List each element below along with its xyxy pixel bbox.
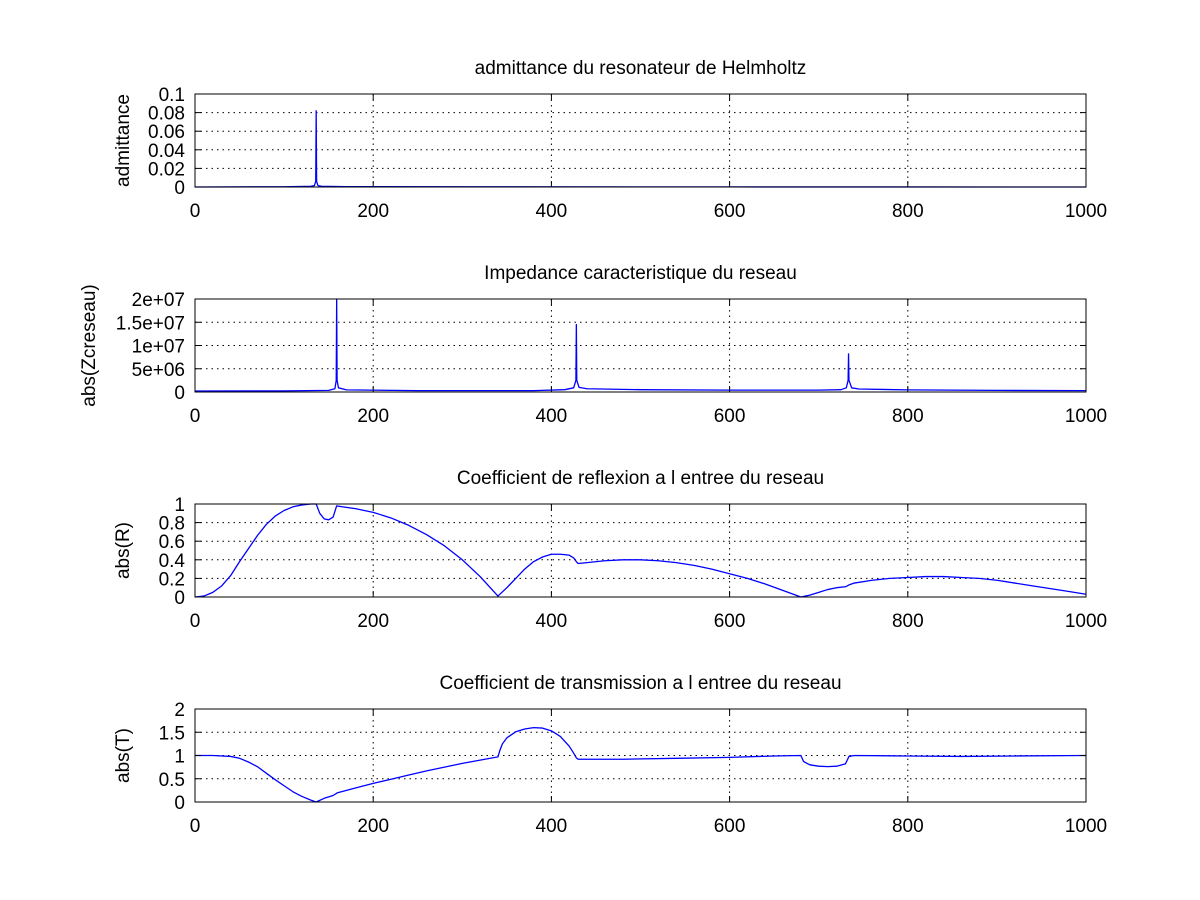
x-tick-label: 1000 — [1065, 406, 1107, 427]
y-axis-label: abs(Zcreseau) — [79, 284, 100, 407]
x-tick-label: 1000 — [1065, 816, 1107, 837]
x-tick-label: 1000 — [1065, 611, 1107, 632]
y-tick-label: 0.4 — [159, 551, 186, 572]
y-tick-label: 5e+06 — [132, 360, 185, 381]
y-tick-label: 1 — [174, 495, 185, 516]
y-tick-label: 0.6 — [159, 532, 185, 553]
subplots: 0 200 400 600 800 100000.020.040.060.080.1adm… — [79, 58, 1107, 837]
y-tick-label: 2 — [174, 700, 185, 721]
series-line — [195, 726, 1087, 803]
series-line — [194, 503, 1087, 598]
subplot-title: Coefficient de reflexion a l entree du r… — [457, 468, 824, 489]
y-axis-label: admittance — [113, 94, 134, 187]
x-tick-label: 200 — [357, 201, 389, 222]
x-tick-label: 800 — [892, 611, 924, 632]
x-tick-label: 400 — [536, 816, 568, 837]
y-tick-label: 1e+07 — [132, 337, 185, 358]
y-tick-label: 0.1 — [159, 85, 185, 106]
x-tick-label: 800 — [892, 406, 924, 427]
x-tick-label: 200 — [357, 406, 389, 427]
x-tick-label: 600 — [714, 611, 746, 632]
x-tick-label: 600 — [714, 201, 746, 222]
x-tick-label: 400 — [536, 406, 568, 427]
y-tick-label: 0 — [174, 383, 185, 404]
subplot-title: admittance du resonateur de Helmholtz — [475, 58, 807, 79]
subplot-title: Impedance caracteristique du reseau — [484, 263, 797, 284]
axes-frame — [194, 503, 1087, 598]
x-tick-label: 0 — [190, 406, 201, 427]
x-tick-label: 800 — [892, 201, 924, 222]
y-tick-label: 0.02 — [148, 159, 185, 180]
subplot-3: 0 200 400 600 800 1000 00.20.40.60.81 Coefficie… — [113, 468, 1107, 632]
x-tick-label: 1000 — [1065, 201, 1107, 222]
x-tick-label: 0 — [190, 816, 201, 837]
x-tick-label: 200 — [357, 611, 389, 632]
x-tick-label: 400 — [536, 611, 568, 632]
y-tick-label: 0 — [174, 178, 185, 199]
x-tick-label: 0 — [190, 611, 201, 632]
subplot-1: 0 200 400 600 800 1000 00.020.040.060.080.1 adm… — [113, 58, 1107, 222]
x-tick-label: 600 — [714, 816, 746, 837]
y-tick-label: 1 — [174, 747, 185, 768]
axes-frame — [194, 93, 1087, 188]
x-tick-label: 400 — [536, 201, 568, 222]
y-tick-label: 0.5 — [159, 770, 185, 791]
y-tick-label: 0.8 — [159, 514, 185, 535]
y-tick-label: 0 — [174, 588, 185, 609]
x-tick-label: 800 — [892, 816, 924, 837]
subplot-title: Coefficient de transmission a l entree d… — [439, 673, 841, 694]
y-tick-label: 1.5 — [159, 723, 185, 744]
y-tick-label: 0.08 — [148, 104, 185, 125]
subplot-2: 0 200 400 600 800 100005e+061e+071.5e+072e+07… — [79, 263, 1107, 427]
y-tick-label: 0.2 — [159, 569, 185, 590]
y-tick-label: 1.5e+07 — [116, 313, 185, 334]
y-tick-label: 2e+07 — [132, 290, 185, 311]
x-tick-label: 600 — [714, 406, 746, 427]
y-tick-label: 0 — [174, 793, 185, 814]
y-tick-label: 0.06 — [148, 122, 185, 143]
y-axis-label: abs(R) — [113, 522, 134, 579]
x-tick-label: 200 — [357, 816, 389, 837]
x-tick-label: 0 — [190, 201, 201, 222]
y-tick-label: 0.04 — [148, 141, 185, 162]
y-axis-label: abs(T) — [113, 728, 134, 783]
